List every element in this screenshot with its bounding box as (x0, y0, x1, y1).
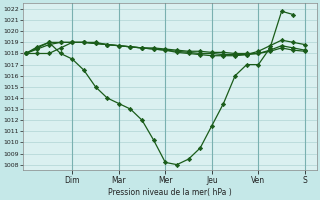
X-axis label: Pression niveau de la mer( hPa ): Pression niveau de la mer( hPa ) (108, 188, 232, 197)
